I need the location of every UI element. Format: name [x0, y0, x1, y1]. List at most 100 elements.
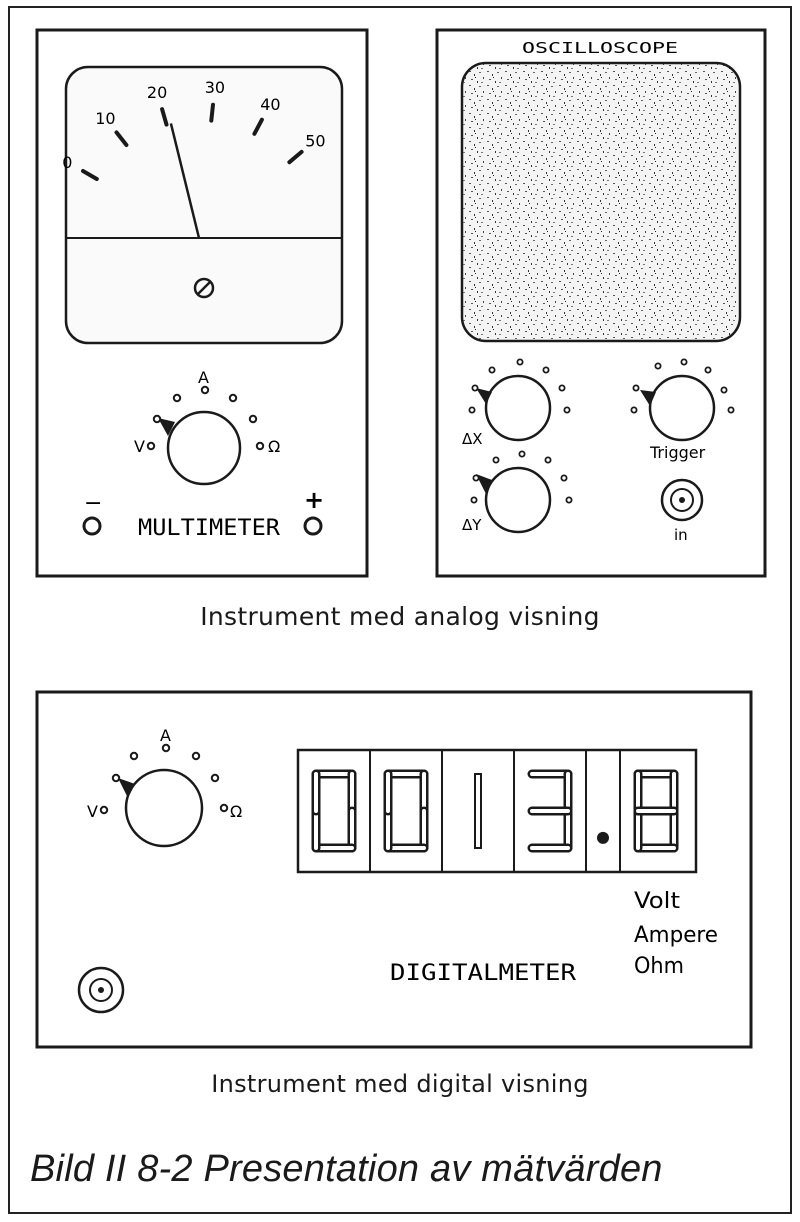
- selector-dot: [129, 751, 139, 761]
- digitalmeter-panel: V A Ω Volt Ampere Ohm DIGITALMETER: [35, 690, 753, 1049]
- scale-label: 50: [305, 131, 325, 150]
- knob-trigger[interactable]: [648, 374, 716, 442]
- selector-dot: [219, 803, 229, 813]
- input-jack-pin: [98, 987, 104, 993]
- scale-label: 30: [205, 78, 225, 97]
- knob-dot: [518, 450, 526, 458]
- meter-face: [64, 65, 344, 345]
- knob-dot: [472, 474, 480, 482]
- unit-label-volt: Volt: [634, 889, 680, 914]
- meter-needle: [169, 123, 201, 239]
- unit-label-ampere: Ampere: [634, 923, 718, 948]
- decimal-point: [597, 831, 609, 844]
- selector-dot: [161, 743, 171, 753]
- knob-delta-y-label: ΔY: [462, 516, 482, 534]
- knob-dot: [542, 366, 550, 374]
- scale-label: 40: [260, 95, 280, 114]
- knob-dot: [558, 384, 566, 392]
- scale-label: 20: [147, 83, 167, 102]
- scale-tick: [160, 107, 169, 127]
- knob-pointer: [476, 388, 492, 404]
- knob-dot: [704, 366, 712, 374]
- knob-pointer: [476, 474, 492, 494]
- range-label-a: A: [160, 726, 171, 745]
- terminal-minus-jack[interactable]: [82, 516, 102, 536]
- knob-dot: [565, 496, 573, 504]
- knob-dot: [470, 496, 478, 504]
- range-label-a: A: [198, 368, 209, 387]
- range-label-v: V: [134, 437, 145, 456]
- selector-dot: [99, 805, 109, 815]
- digit-cell: [474, 773, 482, 849]
- oscilloscope-panel: OSCILLOSCOPE ΔX ΔY Trigger: [435, 28, 767, 578]
- selector-dot: [191, 751, 201, 761]
- selector-dot: [172, 393, 182, 403]
- range-label-ohm: Ω: [268, 437, 280, 456]
- input-label: in: [674, 526, 688, 544]
- selector-dot: [248, 414, 258, 424]
- knob-dot: [563, 406, 571, 414]
- selector-dot: [152, 414, 162, 424]
- selector-dot: [200, 385, 210, 395]
- terminal-plus-label: +: [304, 486, 324, 514]
- knob-delta-y[interactable]: [484, 466, 552, 534]
- scale-tick: [252, 117, 264, 136]
- digital-caption: Instrument med digital visning: [211, 1070, 589, 1098]
- knob-delta-x[interactable]: [484, 374, 552, 442]
- digitalmeter-name: DIGITALMETER: [390, 961, 577, 986]
- digit-cell: [633, 769, 679, 853]
- selector-dot: [111, 773, 121, 783]
- range-selector-knob[interactable]: [124, 768, 204, 848]
- terminal-plus-jack[interactable]: [303, 516, 323, 536]
- scale-tick: [209, 102, 215, 123]
- multimeter-frame: [35, 28, 369, 578]
- digit-segment: [474, 773, 482, 849]
- oscilloscope-frame: [435, 28, 767, 578]
- knob-dot: [727, 406, 735, 414]
- scale-tick: [287, 149, 304, 165]
- page-border: [8, 6, 792, 1214]
- analog-caption: Instrument med analog visning: [200, 602, 600, 631]
- selector-dot: [255, 441, 265, 451]
- digit-cell: [383, 769, 429, 853]
- multimeter-panel: 0 10 20 30 40 50 V A Ω − MULTIMETER +: [35, 28, 369, 578]
- knob-dot: [630, 406, 638, 414]
- knob-dot: [720, 386, 728, 394]
- digit-cell: [311, 769, 357, 853]
- digit-cells: [311, 750, 679, 872]
- knob-dot: [516, 358, 524, 366]
- digitalmeter-frame: [35, 690, 753, 1049]
- selector-dot: [210, 773, 220, 783]
- unit-label-ohm: Ohm: [634, 954, 684, 979]
- knob-dot: [468, 406, 476, 414]
- trigger-label: Trigger: [649, 443, 706, 462]
- meter-scale: 0 10 20 30 40 50: [62, 78, 326, 181]
- oscilloscope-screen: [460, 61, 742, 343]
- figure-title: Bild II 8-2 Presentation av mätvärden: [30, 1148, 663, 1190]
- knob-delta-x-label: ΔX: [462, 430, 483, 448]
- range-selector-knob[interactable]: [166, 410, 242, 486]
- scale-label: 0: [62, 153, 72, 172]
- range-label-v: V: [87, 802, 98, 821]
- knob-dot: [680, 358, 688, 366]
- selector-dot: [228, 393, 238, 403]
- range-label-ohm: Ω: [230, 802, 242, 821]
- knob-pointer: [158, 418, 175, 436]
- zero-adjust-screw[interactable]: [193, 277, 215, 299]
- knob-dot: [471, 384, 479, 392]
- knob-pointer: [640, 390, 656, 406]
- knob-dot: [492, 456, 500, 464]
- oscilloscope-title: OSCILLOSCOPE: [522, 39, 678, 57]
- scale-label: 10: [95, 109, 115, 128]
- multimeter-name: MULTIMETER: [138, 516, 281, 541]
- digit-display: [296, 748, 698, 874]
- digit-cell: [527, 769, 573, 853]
- knob-pointer: [118, 778, 135, 798]
- scale-tick: [114, 130, 129, 147]
- knob-dot: [560, 474, 568, 482]
- selector-dot: [146, 441, 156, 451]
- knob-dot: [632, 384, 640, 392]
- knob-dot: [488, 366, 496, 374]
- terminal-minus-label: −: [84, 491, 102, 516]
